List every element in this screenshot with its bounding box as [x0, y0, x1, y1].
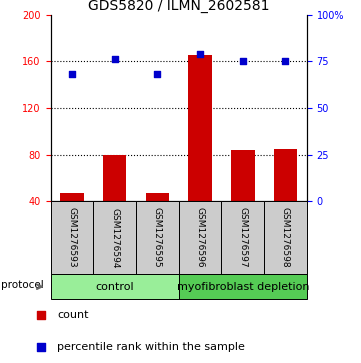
Bar [179, 201, 221, 274]
Point [155, 72, 160, 77]
Bar [274, 149, 297, 201]
Bar [231, 150, 255, 201]
Text: control: control [95, 282, 134, 292]
Text: count: count [57, 310, 89, 321]
Point [283, 58, 288, 64]
Bar [51, 201, 93, 274]
Text: GSM1276593: GSM1276593 [68, 207, 77, 268]
Text: protocol: protocol [1, 281, 44, 290]
Title: GDS5820 / ILMN_2602581: GDS5820 / ILMN_2602581 [88, 0, 269, 13]
Bar [221, 201, 264, 274]
Bar [103, 155, 126, 201]
Text: GSM1276597: GSM1276597 [238, 207, 247, 268]
Bar [179, 274, 307, 299]
Bar [136, 201, 179, 274]
Text: GSM1276598: GSM1276598 [281, 207, 290, 268]
Bar [188, 56, 212, 201]
Text: GSM1276596: GSM1276596 [196, 207, 205, 268]
Bar [60, 193, 84, 201]
Bar [51, 274, 179, 299]
Bar [93, 201, 136, 274]
Point [38, 344, 44, 350]
Point [112, 57, 118, 62]
Point [69, 72, 75, 77]
Bar [264, 201, 307, 274]
Point [197, 51, 203, 57]
Text: percentile rank within the sample: percentile rank within the sample [57, 342, 245, 352]
Text: GSM1276595: GSM1276595 [153, 207, 162, 268]
Bar [145, 193, 169, 201]
Point [38, 313, 44, 318]
Point [240, 58, 245, 64]
Text: myofibroblast depletion: myofibroblast depletion [177, 282, 309, 292]
Text: GSM1276594: GSM1276594 [110, 208, 119, 268]
